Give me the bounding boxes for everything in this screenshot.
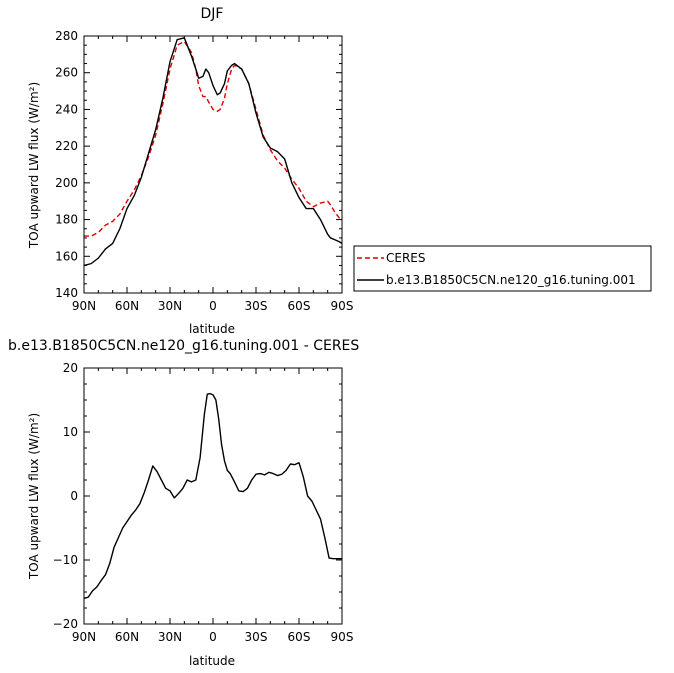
top-plot-area — [84, 37, 342, 267]
top-panel: DJF 90N 60N 30N 0 30S 60S 90S 140 160 180 200 220 2… — [27, 6, 353, 336]
top-y-axis: 140 160 180 200 220 240 260 280 — [55, 29, 342, 300]
y-tick-label: −10 — [53, 553, 78, 567]
top-chart-title: DJF — [201, 6, 224, 22]
y-tick-label: 180 — [55, 213, 78, 227]
bottom-chart-title: b.e13.B1850C5CN.ne120_g16.tuning.001 - C… — [8, 338, 359, 354]
legend-box — [353, 245, 652, 292]
x-tick-label: 60S — [288, 299, 311, 313]
y-tick-label: 20 — [63, 361, 78, 375]
top-plot-frame — [83, 35, 343, 294]
y-tick-label: 140 — [55, 286, 78, 300]
x-tick-label: 90N — [72, 299, 96, 313]
bottom-x-axis: 90N 60N 30N 0 30S 60S 90S — [72, 368, 354, 644]
y-tick-label: 220 — [55, 139, 78, 153]
top-series-line-0 — [84, 40, 342, 237]
x-tick-label: 60N — [115, 299, 139, 313]
y-tick-label: 260 — [55, 66, 78, 80]
x-tick-label: 60N — [115, 630, 139, 644]
x-tick-label: 90S — [331, 630, 354, 644]
y-tick-label: 280 — [55, 29, 78, 43]
legend: CERES b.e13.B1850C5CN.ne120_g16.tuning.0… — [353, 245, 652, 292]
top-series-line-1 — [84, 37, 342, 267]
bottom-x-axis-title: latitude — [189, 654, 235, 668]
y-tick-label: 0 — [70, 489, 78, 503]
x-tick-label: 0 — [209, 630, 217, 644]
y-tick-label: −20 — [53, 617, 78, 631]
y-tick-label: 200 — [55, 176, 78, 190]
x-tick-label: 60S — [288, 630, 311, 644]
x-tick-label: 30N — [158, 299, 182, 313]
x-tick-label: 30N — [158, 630, 182, 644]
bottom-plot-area — [84, 392, 342, 600]
bottom-y-axis-title: TOA upward LW flux (W/m²) — [27, 413, 41, 580]
x-tick-label: 30S — [245, 299, 268, 313]
legend-label-ceres: CERES — [386, 251, 426, 265]
bottom-panel: b.e13.B1850C5CN.ne120_g16.tuning.001 - C… — [8, 338, 359, 668]
x-tick-label: 0 — [209, 299, 217, 313]
top-y-axis-title: TOA upward LW flux (W/m²) — [27, 82, 41, 249]
bottom-series-line-0 — [84, 392, 342, 600]
bottom-plot-frame — [83, 367, 343, 625]
x-tick-label: 90N — [72, 630, 96, 644]
x-tick-label: 90S — [331, 299, 354, 313]
bottom-y-axis: −20 −10 0 10 20 — [53, 361, 342, 631]
top-x-axis-title: latitude — [189, 322, 235, 336]
y-tick-label: 10 — [63, 425, 78, 439]
x-tick-label: 30S — [245, 630, 268, 644]
top-x-axis: 90N 60N 30N 0 30S 60S 90S — [72, 36, 354, 313]
legend-label-model: b.e13.B1850C5CN.ne120_g16.tuning.001 — [386, 273, 636, 287]
y-tick-label: 160 — [55, 249, 78, 263]
y-tick-label: 240 — [55, 102, 78, 116]
